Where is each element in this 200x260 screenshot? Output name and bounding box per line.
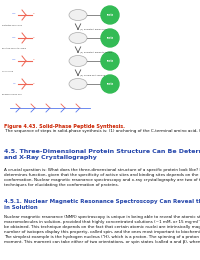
Text: R: R (33, 82, 35, 83)
Text: resin: resin (106, 59, 114, 63)
Ellipse shape (69, 32, 87, 43)
Text: The sequence of steps in solid-phase synthesis is: (1) anchoring of the C-termin: The sequence of steps in solid-phase syn… (4, 129, 200, 133)
Text: Nuclear magnetic resonance (NMR) spectroscopy is unique in being able to reveal : Nuclear magnetic resonance (NMR) spectro… (4, 215, 200, 244)
Text: resin: resin (106, 36, 114, 40)
Text: 4.5. Three-Dimensional Protein Structure Can Be Determined by NMR Spectroscopy
a: 4.5. Three-Dimensional Protein Structure… (4, 149, 200, 160)
Ellipse shape (69, 55, 87, 67)
Text: R: R (33, 36, 35, 37)
Text: Figure 4.43. Solid-Phase Peptide Synthesis.: Figure 4.43. Solid-Phase Peptide Synthes… (4, 124, 125, 129)
Text: Couple acid: Couple acid (2, 71, 13, 72)
Text: R: R (33, 14, 35, 15)
Text: R: R (33, 60, 35, 61)
Text: Reactive amine to couple: Reactive amine to couple (2, 48, 26, 49)
Text: A crucial question is: What does the three-dimensional structure of a specific p: A crucial question is: What does the thr… (4, 168, 200, 187)
Text: Protected amino acid: Protected amino acid (2, 25, 22, 26)
Text: resin: resin (106, 13, 114, 17)
Text: Released amino acid: Released amino acid (2, 94, 22, 95)
Text: (3) Couple next residue: (3) Couple next residue (80, 74, 105, 76)
Text: (2) Deprotect amine to couple: (2) Deprotect amine to couple (80, 51, 112, 53)
Text: H₂N: H₂N (12, 60, 16, 61)
Text: resin: resin (106, 82, 114, 86)
Text: H₂N: H₂N (12, 36, 16, 37)
Text: 4.5.1. Nuclear Magnetic Resonance Spectroscopy Can Reveal the Structures of Prot: 4.5.1. Nuclear Magnetic Resonance Spectr… (4, 199, 200, 210)
Text: HO: HO (12, 82, 16, 83)
Ellipse shape (69, 79, 87, 89)
Circle shape (101, 6, 119, 24)
Circle shape (101, 52, 119, 70)
Text: (1) Deprotect amino acid: (1) Deprotect amino acid (80, 28, 106, 30)
Text: H₂N: H₂N (12, 14, 16, 15)
Circle shape (101, 75, 119, 93)
Ellipse shape (69, 10, 87, 21)
Circle shape (101, 29, 119, 47)
